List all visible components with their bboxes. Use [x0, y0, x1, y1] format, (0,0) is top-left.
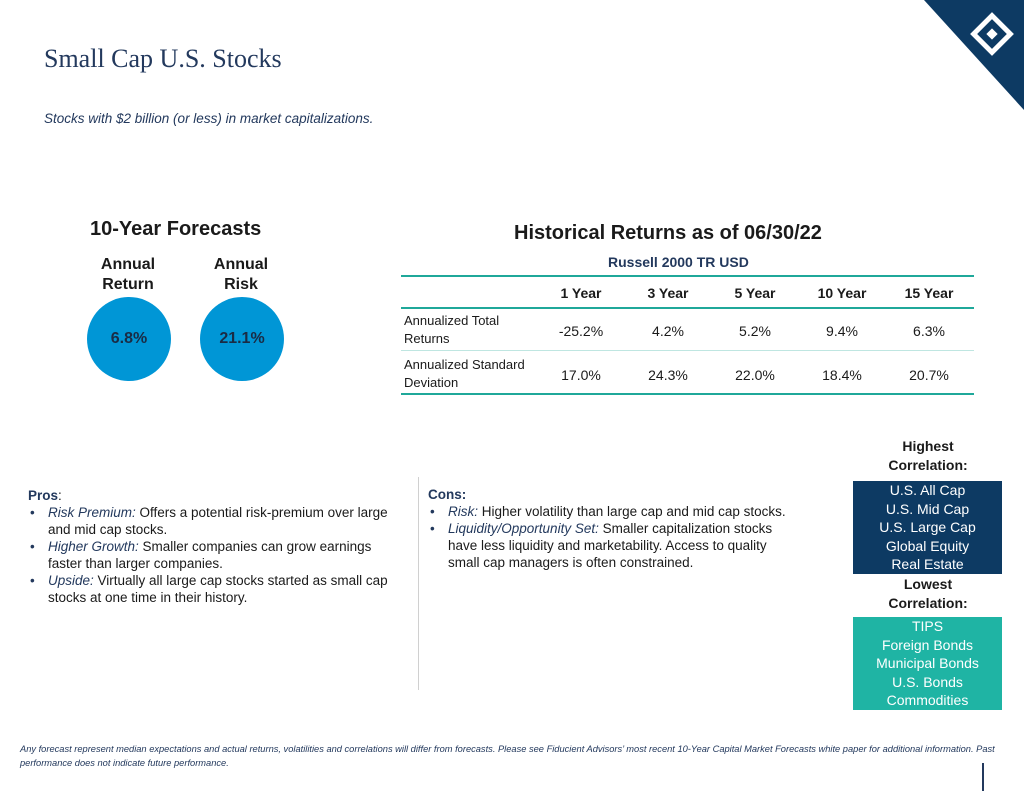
pros-section: Pros: • Risk Premium: Offers a potential …	[28, 487, 398, 606]
cons-section: Cons: • Risk: Higher volatility than larg…	[428, 486, 800, 571]
cons-item: • Risk: Higher volatility than large cap …	[430, 504, 786, 519]
lowest-correlation-box: TIPS Foreign Bonds Municipal Bonds U.S. …	[853, 617, 1002, 710]
col-header: 1 Year	[560, 285, 602, 301]
row-label-total-returns: Annualized Total Returns	[404, 313, 500, 346]
diamond-logo-icon	[924, 0, 1024, 110]
table-row-rule	[401, 350, 974, 351]
correlation-item: Real Estate	[891, 556, 964, 573]
pros-item: • Risk Premium: Offers a potential risk-p…	[30, 505, 388, 537]
table-cell: 9.4%	[826, 323, 858, 339]
col-header: 15 Year	[904, 285, 954, 301]
correlation-item: TIPS	[911, 618, 944, 634]
correlation-item: Foreign Bonds	[881, 636, 974, 653]
correlation-item: Municipal Bonds	[876, 655, 979, 672]
lowest-correlation-label: Lowest Correlation:	[888, 576, 968, 611]
correlation-item: U.S. Large Cap	[879, 519, 976, 536]
table-header-rule	[401, 307, 974, 309]
table-cell: 22.0%	[735, 367, 775, 383]
return-value: 6.8%	[110, 330, 148, 347]
correlation-item: U.S. Mid Cap	[885, 500, 970, 517]
benchmark-name: Russell 2000 TR USD	[608, 254, 749, 270]
highest-correlation-box: U.S. All Cap U.S. Mid Cap U.S. Large Cap…	[853, 481, 1002, 574]
table-cell: 6.3%	[913, 323, 945, 339]
correlation-item: U.S. All Cap	[889, 482, 966, 498]
historical-heading: Historical Returns as of 06/30/22	[514, 222, 822, 244]
cons-item: • Liquidity/Opportunity Set: Smaller capi…	[430, 521, 773, 570]
risk-value-circle: 21.1%	[200, 297, 284, 381]
table-top-rule	[401, 275, 974, 277]
annual-return-label-line2: Return	[102, 276, 154, 293]
annual-risk-label-line1: Annual	[213, 256, 269, 273]
footnote: Any forecast represent median expectatio…	[20, 744, 995, 768]
table-cell: 4.2%	[652, 323, 684, 339]
pros-item: • Higher Growth: Smaller companies can gr…	[30, 539, 372, 571]
row-label-std-deviation: Annualized Standard Deviation	[404, 357, 525, 390]
correlation-item: Global Equity	[885, 537, 970, 554]
correlation-item: U.S. Bonds	[892, 673, 963, 690]
pros-item: • Upside: Virtually all large cap stocks …	[30, 573, 388, 605]
annual-return-label: Annual Return	[78, 255, 178, 295]
risk-value: 21.1%	[219, 330, 265, 347]
table-cell: -25.2%	[558, 323, 604, 339]
page-marker	[982, 763, 984, 791]
page-title: Small Cap U.S. Stocks	[44, 44, 282, 73]
highest-correlation-label: Highest Correlation:	[888, 438, 968, 473]
col-header: 3 Year	[647, 285, 689, 301]
page-subtitle: Stocks with $2 billion (or less) in mark…	[44, 111, 374, 126]
cons-heading: Cons:	[428, 487, 467, 502]
table-cell: 5.2%	[739, 323, 771, 339]
table-cell: 17.0%	[561, 367, 601, 383]
table-cell: 20.7%	[909, 367, 949, 383]
annual-return-label-line1: Annual	[100, 256, 156, 273]
forecasts-heading: 10-Year Forecasts	[90, 218, 262, 240]
annual-risk-label: Annual Risk	[191, 255, 291, 295]
annual-risk-label-line2: Risk	[224, 276, 258, 293]
table-cell: 18.4%	[822, 367, 862, 383]
col-header: 10 Year	[817, 285, 867, 301]
col-header: 5 Year	[734, 285, 776, 301]
return-value-circle: 6.8%	[87, 297, 171, 381]
correlation-item: Commodities	[886, 692, 969, 709]
section-divider	[418, 477, 419, 690]
table-cell: 24.3%	[648, 367, 688, 383]
pros-heading: Pros:	[28, 488, 62, 503]
table-bottom-rule	[401, 393, 974, 395]
